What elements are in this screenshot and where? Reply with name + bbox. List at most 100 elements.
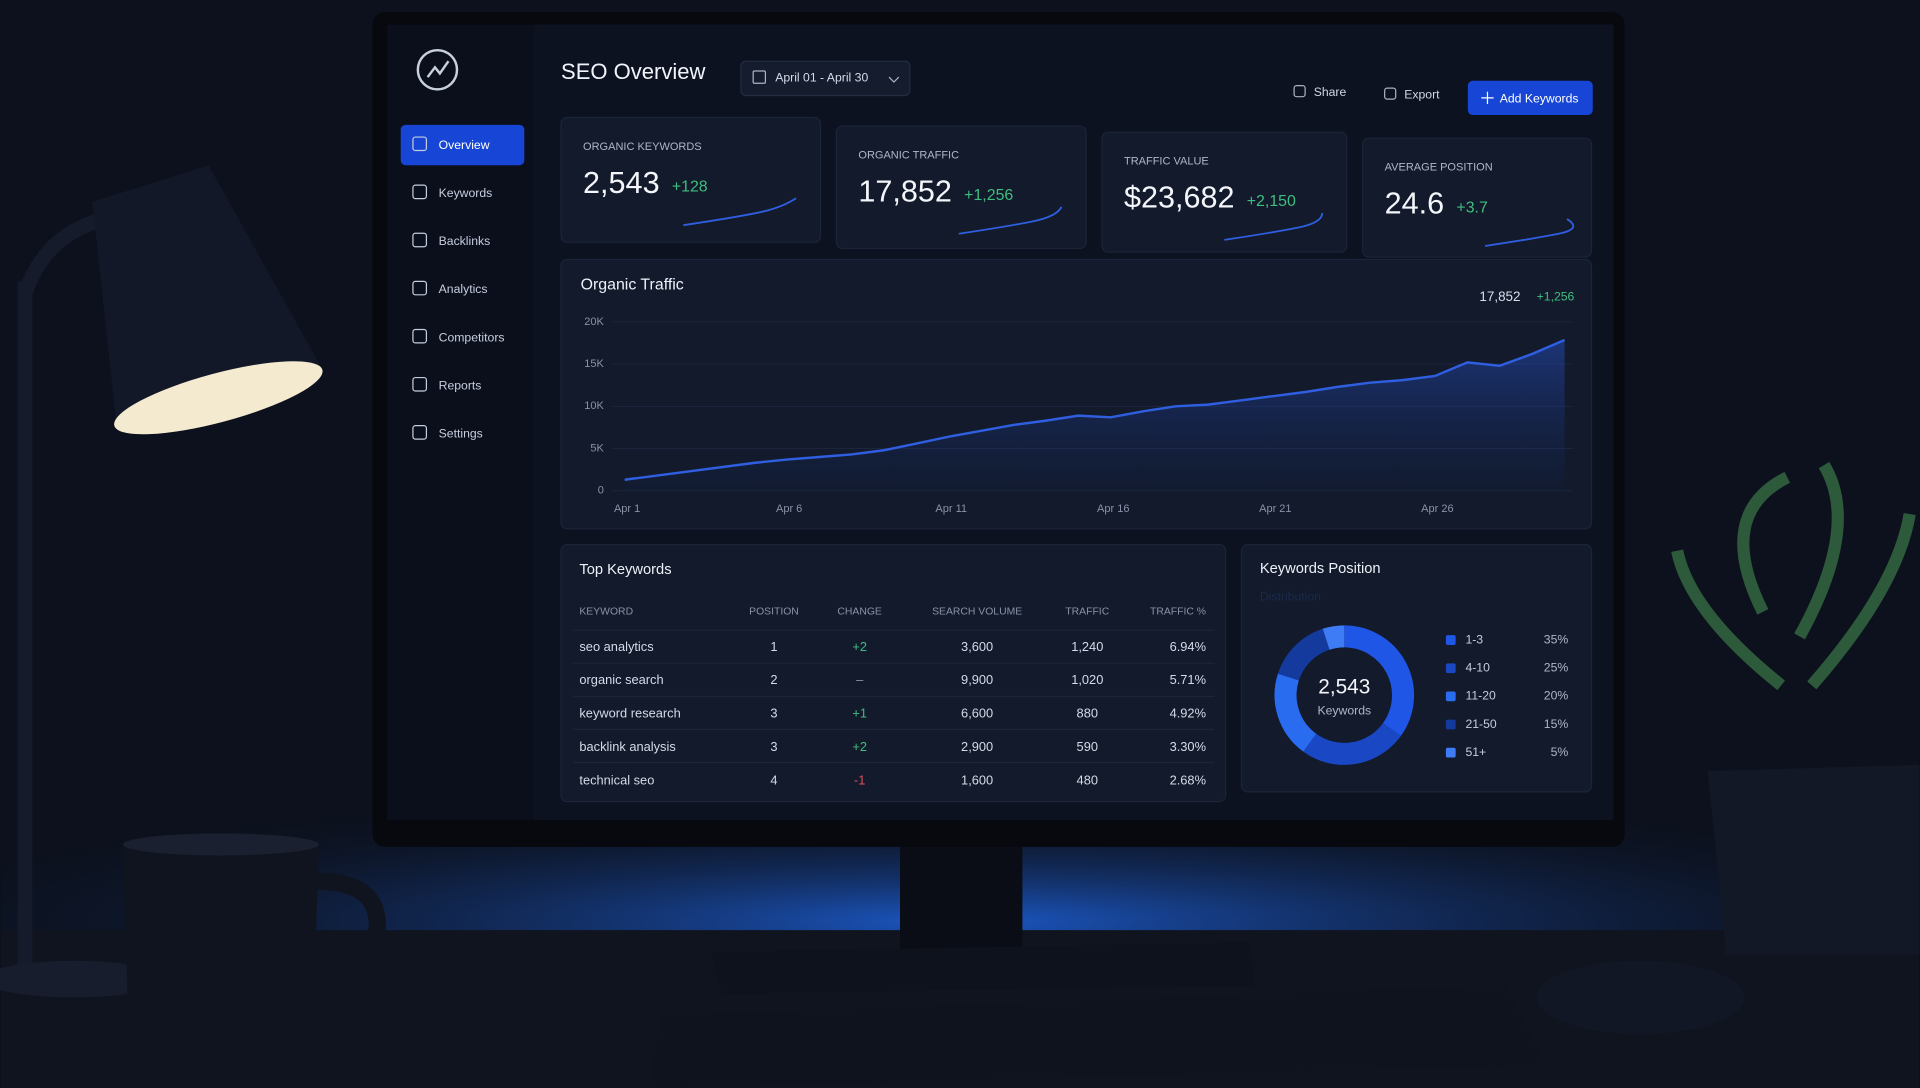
table-cell: 3	[770, 739, 777, 754]
column-header: TRAFFIC	[1065, 607, 1109, 618]
action-button[interactable]: Add Keywords	[1500, 91, 1579, 105]
table-cell: organic search	[579, 672, 663, 687]
area	[624, 339, 1565, 491]
donut-center-label: Keywords	[1317, 703, 1371, 717]
nav-item[interactable]: Reports	[439, 378, 482, 392]
table-cell: 5.71%	[1170, 672, 1206, 687]
action-icon	[1293, 85, 1306, 98]
donut-segment	[1277, 628, 1331, 681]
add-keywords-button[interactable]	[1467, 80, 1593, 116]
table-cell: -1	[854, 772, 865, 787]
legend-swatch	[1445, 635, 1456, 645]
x-tick-label: Apr 1	[614, 503, 640, 515]
table-cell: 2,900	[961, 739, 993, 754]
sparkline	[1484, 218, 1575, 247]
nav-icon	[412, 280, 428, 296]
mouse	[1536, 960, 1745, 1035]
legend-label: 51+	[1465, 745, 1486, 759]
legend-swatch	[1445, 747, 1456, 758]
table-title: Top Keywords	[579, 562, 671, 578]
chart-summary-change: +1,256	[1537, 290, 1575, 304]
kpi-value: $23,682	[1124, 181, 1235, 215]
value-label: 25%	[1544, 660, 1569, 674]
donut-segment	[1303, 722, 1401, 765]
sparkline	[683, 197, 797, 227]
action-button[interactable]: Share	[1314, 85, 1347, 99]
plant	[1671, 461, 1920, 955]
table-cell: backlink analysis	[579, 739, 675, 754]
table-cell: 2	[770, 672, 777, 687]
chevron	[888, 76, 900, 83]
kpi-label: ORGANIC KEYWORDS	[583, 141, 702, 153]
sparkline	[1224, 212, 1324, 241]
nav-icon	[412, 184, 428, 200]
legend-label: 11-20	[1465, 689, 1496, 703]
lamp	[0, 165, 323, 998]
nav-item[interactable]: Analytics	[439, 282, 488, 296]
kpi-label: AVERAGE POSITION	[1385, 162, 1493, 174]
legend-swatch	[1445, 691, 1456, 702]
x-tick-label: Apr 11	[935, 503, 967, 515]
x-tick-label: Apr 16	[1097, 503, 1129, 515]
donut-segment	[1322, 625, 1345, 650]
nav-icon	[412, 376, 428, 392]
table-cell: 1,600	[961, 772, 993, 787]
table-cell: 4.92%	[1170, 706, 1206, 721]
panel	[1362, 137, 1593, 258]
table-cell: 3.30%	[1170, 739, 1206, 754]
table-cell: 1	[770, 639, 777, 654]
nav-active	[400, 124, 525, 166]
kpi-value: 24.6	[1385, 187, 1445, 221]
x-tick-label: Apr 21	[1259, 503, 1291, 515]
kpi-change: +2,150	[1247, 193, 1296, 210]
value-label: 5%	[1551, 745, 1569, 759]
nav-icon	[412, 136, 428, 152]
x-tick-label: Apr 26	[1421, 503, 1453, 515]
action-icon	[1384, 87, 1397, 100]
nav-item[interactable]: Settings	[439, 426, 483, 440]
table-cell: +2	[852, 739, 867, 754]
column-header: TRAFFIC %	[1150, 607, 1206, 618]
table-cell: 3	[770, 706, 777, 721]
nav-item[interactable]: Backlinks	[439, 234, 491, 248]
table-cell: +1	[852, 706, 867, 721]
y-tick-label: 15K	[584, 358, 604, 370]
table-cell: 4	[770, 772, 777, 787]
table-cell: 2.68%	[1170, 772, 1206, 787]
y-tick-label: 5K	[590, 442, 604, 454]
mug	[122, 833, 386, 1056]
table-cell: 9,900	[961, 672, 993, 687]
date-range[interactable]: April 01 - April 30	[775, 71, 868, 85]
chart-summary-value: 17,852	[1479, 289, 1520, 304]
table-cell: technical seo	[579, 772, 654, 787]
table-cell: 6.94%	[1170, 639, 1206, 654]
x-tick-label: Apr 6	[776, 503, 802, 515]
column-header: POSITION	[749, 607, 799, 618]
action-button[interactable]: Export	[1404, 88, 1440, 102]
table-cell: –	[856, 672, 864, 687]
table-cell: 3,600	[961, 639, 993, 654]
table-cell: 6,600	[961, 706, 993, 721]
line	[624, 338, 1566, 481]
kpi-change: +3.7	[1456, 199, 1488, 216]
panel	[1240, 544, 1593, 793]
nav-icon	[412, 232, 428, 248]
table-cell: seo analytics	[579, 639, 653, 654]
nav-item[interactable]: Overview	[439, 138, 490, 152]
keyboard	[649, 985, 1545, 1088]
kpi-value: 17,852	[858, 174, 952, 208]
value-label: 15%	[1544, 717, 1569, 731]
page-title: SEO Overview	[561, 59, 705, 84]
nav-item[interactable]: Keywords	[439, 186, 493, 200]
legend-swatch	[1445, 719, 1456, 730]
legend-label: 4-10	[1465, 660, 1490, 674]
kpi-change: +128	[672, 178, 708, 195]
nav-item[interactable]: Competitors	[439, 330, 505, 344]
table-cell: keyword research	[579, 706, 680, 721]
table-cell: 590	[1077, 739, 1098, 754]
y-tick-label: 10K	[584, 400, 604, 412]
chart-subtitle: Distribution	[1260, 589, 1321, 603]
date-picker[interactable]	[740, 60, 911, 97]
panel	[835, 125, 1087, 250]
